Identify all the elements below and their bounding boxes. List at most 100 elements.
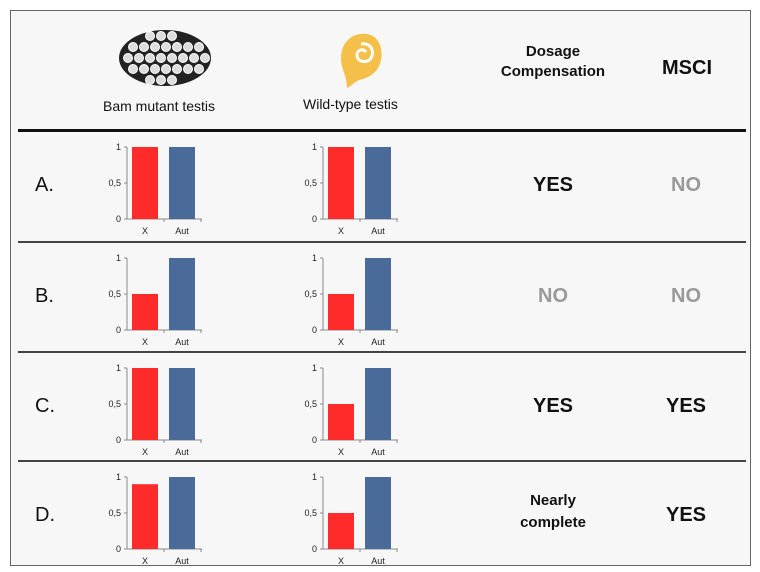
y-tick-label: 0,5 <box>304 508 317 518</box>
y-tick-label: 0,5 <box>304 399 317 409</box>
cyst-circle <box>128 64 138 74</box>
y-tick-label: 1 <box>116 142 121 152</box>
bar-x <box>132 484 158 549</box>
cyst-circle <box>167 53 177 63</box>
cyst-circle <box>156 53 166 63</box>
msci-answer: YES <box>665 504 707 526</box>
bar-x <box>132 147 158 219</box>
x-tick-label: X <box>142 337 148 347</box>
x-tick-label: Aut <box>371 226 385 236</box>
cyst-circle <box>200 53 210 63</box>
y-tick-label: 0 <box>116 544 121 554</box>
x-tick-label: Aut <box>175 337 189 347</box>
y-tick-label: 0,5 <box>108 508 121 518</box>
dosage-answer: YES <box>532 174 574 196</box>
dosage-header: Dosage Compensation <box>493 43 613 80</box>
bar-chart: 0 0,5 1 X Aut <box>304 253 398 347</box>
bam-mutant-label: Bam mutant testis <box>103 98 216 114</box>
bar-chart: 0 0,5 1 X Aut <box>108 253 202 347</box>
cyst-circle <box>128 42 138 52</box>
bar-x <box>328 404 354 440</box>
bar-chart: 0 0,5 1 X Aut <box>304 472 398 566</box>
cyst-circle <box>156 75 166 85</box>
y-tick-label: 0,5 <box>108 289 121 299</box>
bar-x <box>132 294 158 330</box>
cyst-circle <box>134 53 144 63</box>
bar-x <box>328 294 354 330</box>
x-tick-label: Aut <box>175 447 189 457</box>
y-tick-label: 1 <box>116 253 121 263</box>
cyst-circle <box>156 31 166 41</box>
cyst-circle <box>189 53 199 63</box>
row-label: A. <box>35 174 54 196</box>
y-tick-label: 0 <box>312 544 317 554</box>
bar-aut <box>365 258 391 330</box>
x-tick-label: Aut <box>371 447 385 457</box>
bar-chart: 0 0,5 1 X Aut <box>304 142 398 236</box>
cyst-circle <box>150 42 160 52</box>
x-tick-label: Aut <box>371 556 385 566</box>
y-tick-label: 1 <box>116 363 121 373</box>
cyst-circle <box>172 64 182 74</box>
bar-chart: 0 0,5 1 X Aut <box>108 142 202 236</box>
x-tick-label: X <box>338 337 344 347</box>
y-tick-label: 0,5 <box>108 399 121 409</box>
bar-aut <box>169 368 195 440</box>
cyst-circle <box>161 42 171 52</box>
y-tick-label: 1 <box>312 472 317 482</box>
cyst-circle <box>145 75 155 85</box>
msci-answer: NO <box>671 285 701 307</box>
cyst-circle <box>123 53 133 63</box>
y-tick-label: 0,5 <box>304 178 317 188</box>
dosage-answer: YES <box>532 395 574 417</box>
bar-aut <box>169 147 195 219</box>
msci-header: MSCI <box>662 57 712 79</box>
y-tick-label: 1 <box>312 363 317 373</box>
msci-answer: NO <box>671 174 701 196</box>
bar-chart: 0 0,5 1 X Aut <box>304 363 398 457</box>
y-tick-label: 1 <box>312 253 317 263</box>
msci-answer: YES <box>665 395 707 417</box>
dosage-answer: Nearly complete <box>493 492 613 531</box>
dosage-header-line2: Compensation <box>500 63 606 80</box>
x-tick-label: X <box>142 226 148 236</box>
dosage-header-line1: Dosage <box>525 43 581 60</box>
cyst-circle <box>139 64 149 74</box>
bar-aut <box>365 368 391 440</box>
x-tick-label: Aut <box>175 556 189 566</box>
cyst-circle <box>145 53 155 63</box>
dosage-answer-line1: Nearly <box>530 492 576 509</box>
cyst-circle <box>178 53 188 63</box>
row-divider <box>18 351 746 353</box>
cyst-circle <box>139 42 149 52</box>
cyst-circle <box>172 42 182 52</box>
cyst-cluster-icon <box>119 30 211 86</box>
cyst-circle <box>183 64 193 74</box>
x-tick-label: Aut <box>371 337 385 347</box>
bar-chart: 0 0,5 1 X Aut <box>108 363 202 457</box>
cyst-circle <box>161 64 171 74</box>
x-tick-label: X <box>338 447 344 457</box>
y-tick-label: 1 <box>116 472 121 482</box>
coiled-testis-icon <box>341 33 382 88</box>
bar-aut <box>169 477 195 549</box>
bar-x <box>328 147 354 219</box>
y-tick-label: 0 <box>312 435 317 445</box>
dosage-answer: NO <box>538 285 568 307</box>
header-divider <box>18 129 746 132</box>
y-tick-label: 0 <box>312 214 317 224</box>
y-tick-label: 0 <box>116 325 121 335</box>
y-tick-label: 0 <box>312 325 317 335</box>
bar-x <box>132 368 158 440</box>
y-tick-label: 0,5 <box>304 289 317 299</box>
x-tick-label: X <box>142 556 148 566</box>
y-tick-label: 0 <box>116 214 121 224</box>
x-tick-label: X <box>338 226 344 236</box>
wild-type-label: Wild-type testis <box>303 96 398 112</box>
cyst-circle <box>194 64 204 74</box>
y-tick-label: 0 <box>116 435 121 445</box>
row-label: D. <box>35 504 55 526</box>
cyst-circle <box>167 75 177 85</box>
row-divider <box>18 460 746 462</box>
cyst-circle <box>167 31 177 41</box>
